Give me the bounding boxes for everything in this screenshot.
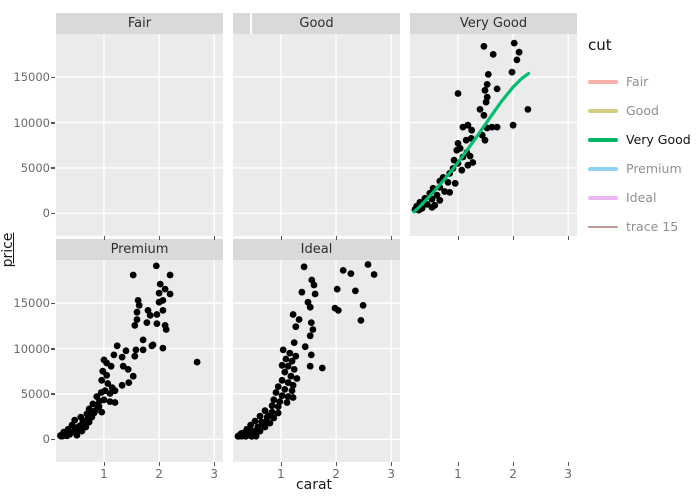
y-tick-label: 15000 — [13, 296, 50, 311]
x-tick-label: 2 — [332, 467, 340, 481]
scatter-points — [234, 261, 378, 440]
legend-item-label: trace 15 — [626, 219, 679, 234]
legend-item-label: Good — [626, 103, 659, 118]
y-tick-label: 10000 — [13, 341, 50, 356]
x-tick-mark — [335, 236, 338, 240]
x-tick-mark — [457, 236, 459, 240]
x-tick-mark — [512, 236, 515, 240]
legend-line-swatch — [588, 137, 618, 142]
y-tick-mark — [51, 212, 55, 215]
y-axis-title: price — [0, 232, 16, 268]
x-tick-mark — [457, 462, 459, 466]
facet-strip-fair — [56, 13, 223, 34]
x-tick-mark — [567, 236, 570, 240]
x-tick-mark — [280, 236, 282, 240]
x-tick-label: 1 — [454, 467, 462, 481]
x-tick-label: 1 — [277, 467, 285, 481]
x-tick-label: 2 — [155, 467, 163, 481]
y-tick-label: 0 — [42, 206, 50, 221]
legend-line-swatch — [588, 108, 618, 113]
y-tick-mark — [51, 167, 55, 169]
gridlines — [233, 34, 400, 236]
facet-panel-fair[interactable] — [56, 34, 223, 236]
facet-strip-premium — [56, 239, 223, 260]
x-tick-mark — [103, 462, 105, 466]
y-tick-mark — [51, 438, 55, 441]
legend-item-good[interactable]: Good — [588, 96, 700, 125]
gridlines — [233, 260, 400, 462]
x-tick-label: 2 — [509, 467, 517, 481]
facet-panel-very-good[interactable] — [410, 34, 577, 236]
y-tick-label: 0 — [42, 432, 50, 447]
y-tick-label: 5000 — [20, 386, 50, 401]
smooth-line — [412, 71, 531, 214]
legend-item-ideal[interactable]: Ideal — [588, 183, 700, 212]
y-tick-mark — [51, 302, 55, 305]
x-tick-label: 1 — [100, 467, 108, 481]
y-tick-label: 10000 — [13, 115, 50, 130]
x-tick-mark — [103, 236, 105, 240]
x-tick-mark — [512, 462, 515, 466]
y-tick-mark — [51, 76, 55, 79]
facet-strip-ideal — [233, 239, 400, 260]
x-tick-label: 3 — [387, 467, 395, 481]
gridlines — [410, 34, 577, 236]
legend-item-label: Premium — [626, 161, 682, 176]
scatter-points — [57, 262, 201, 440]
legend-item-trace-15[interactable]: trace 15 — [588, 212, 700, 241]
x-tick-mark — [213, 462, 216, 466]
x-tick-mark — [390, 462, 393, 466]
legend-title: cut — [588, 36, 612, 54]
x-tick-mark — [335, 462, 338, 466]
legend: cut Fair Good Very Good Premium Ideal trace 1… — [588, 36, 700, 241]
x-tick-mark — [213, 236, 216, 240]
legend-line-swatch — [588, 195, 618, 200]
x-tick-mark — [390, 236, 393, 240]
legend-line-swatch — [588, 166, 618, 171]
legend-item-fair[interactable]: Fair — [588, 67, 700, 96]
facet-panel-ideal[interactable] — [233, 260, 400, 462]
legend-item-premium[interactable]: Premium — [588, 154, 700, 183]
facet-panel-good[interactable] — [233, 34, 400, 236]
legend-item-very-good[interactable]: Very Good — [588, 125, 700, 154]
legend-line-swatch — [588, 225, 618, 228]
x-tick-mark — [567, 462, 570, 466]
facet-strip-good — [252, 13, 400, 34]
y-tick-mark — [51, 348, 55, 350]
x-axis-title: carat — [295, 477, 333, 493]
gridlines — [56, 34, 223, 236]
legend-item-label: Fair — [626, 74, 649, 89]
y-tick-mark — [51, 122, 55, 124]
x-tick-label: 3 — [210, 467, 218, 481]
y-tick-label: 15000 — [13, 70, 50, 85]
y-tick-mark — [51, 393, 55, 395]
x-tick-label: 3 — [564, 467, 572, 481]
x-tick-mark — [158, 462, 161, 466]
legend-line-swatch — [588, 79, 618, 84]
x-tick-mark — [280, 462, 282, 466]
legend-item-label: Ideal — [626, 190, 657, 205]
y-tick-label: 5000 — [20, 160, 50, 175]
facet-strip-very-good — [410, 13, 577, 34]
legend-item-label: Very Good — [626, 132, 691, 147]
facet-panel-premium[interactable] — [56, 260, 223, 462]
x-tick-mark — [158, 236, 161, 240]
